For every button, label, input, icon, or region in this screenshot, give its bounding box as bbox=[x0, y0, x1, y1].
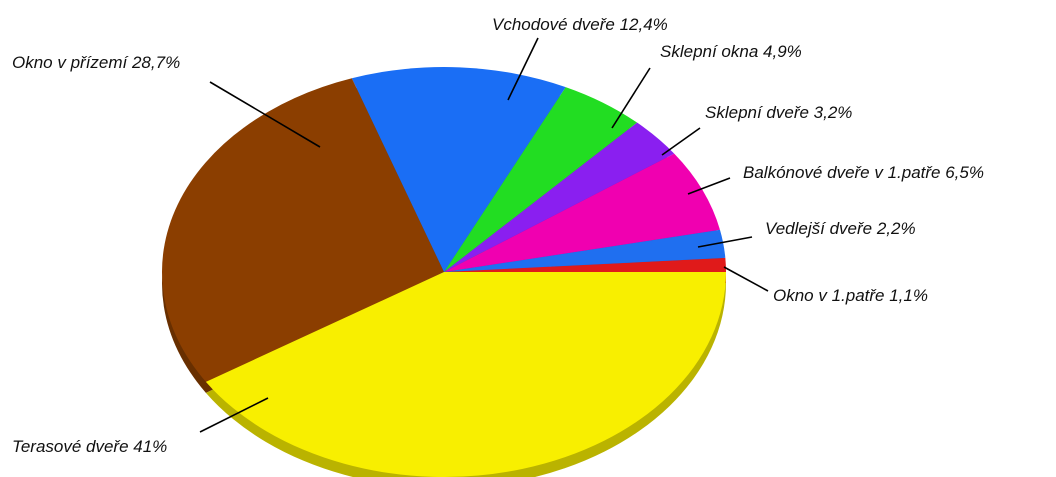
slice-label-sklepni-dvere: Sklepní dveře 3,2% bbox=[705, 103, 852, 122]
leader-lines bbox=[199, 37, 769, 433]
leader-line-vedlejsi-dvere-2-2 bbox=[697, 236, 753, 248]
leader-line-balkonove-dvere-v-1-patre-6-5 bbox=[687, 177, 731, 195]
pie-slice-terasove-dvere-41 bbox=[205, 272, 726, 477]
slice-label-balkonove-dvere: Balkónové dveře v 1.patře 6,5% bbox=[743, 163, 984, 182]
pie-slice-sklepni-okna-4-9 bbox=[444, 87, 638, 273]
slice-label-terasove-dvere: Terasové dveře 41% bbox=[12, 437, 167, 456]
pie-slice-okno-v-prizemi-28-7 bbox=[162, 78, 445, 382]
pie-slices bbox=[162, 67, 726, 477]
slice-label-sklepni-okna: Sklepní okna 4,9% bbox=[660, 42, 802, 61]
pie-slice-okno-v-1-patre-1-1 bbox=[444, 257, 726, 272]
leader-line-sklepni-okna-4-9 bbox=[611, 67, 651, 129]
slice-label-okno-v-prizemi: Okno v přízemí 28,7% bbox=[12, 53, 180, 72]
leader-line-okno-v-1-patre-1-1 bbox=[723, 266, 769, 292]
slice-labels: Okno v 1.patře 1,1% Vedlejší dveře 2,2% … bbox=[12, 15, 984, 456]
leader-line-vchodove-dvere-12-4 bbox=[507, 37, 539, 101]
leader-line-okno-v-prizemi-28-7 bbox=[209, 81, 321, 148]
slice-label-vchodove-dvere: Vchodové dveře 12,4% bbox=[492, 15, 668, 34]
leader-line-terasove-dvere-41 bbox=[199, 397, 269, 433]
leader-line-sklepni-dvere-3-2 bbox=[661, 127, 701, 156]
pie-slice-vedlejsi-dvere-2-2 bbox=[444, 229, 726, 272]
slice-label-okno-1-patre: Okno v 1.patře 1,1% bbox=[773, 286, 928, 305]
pie-slice-sklepni-dvere-3-2 bbox=[444, 122, 675, 272]
slice-label-vedlejsi-dvere: Vedlejší dveře 2,2% bbox=[765, 219, 916, 238]
pie-slice-vchodove-dvere-12-4 bbox=[351, 67, 566, 273]
pie-slice-balkonove-dvere-v-1-patre-6-5 bbox=[444, 153, 720, 272]
